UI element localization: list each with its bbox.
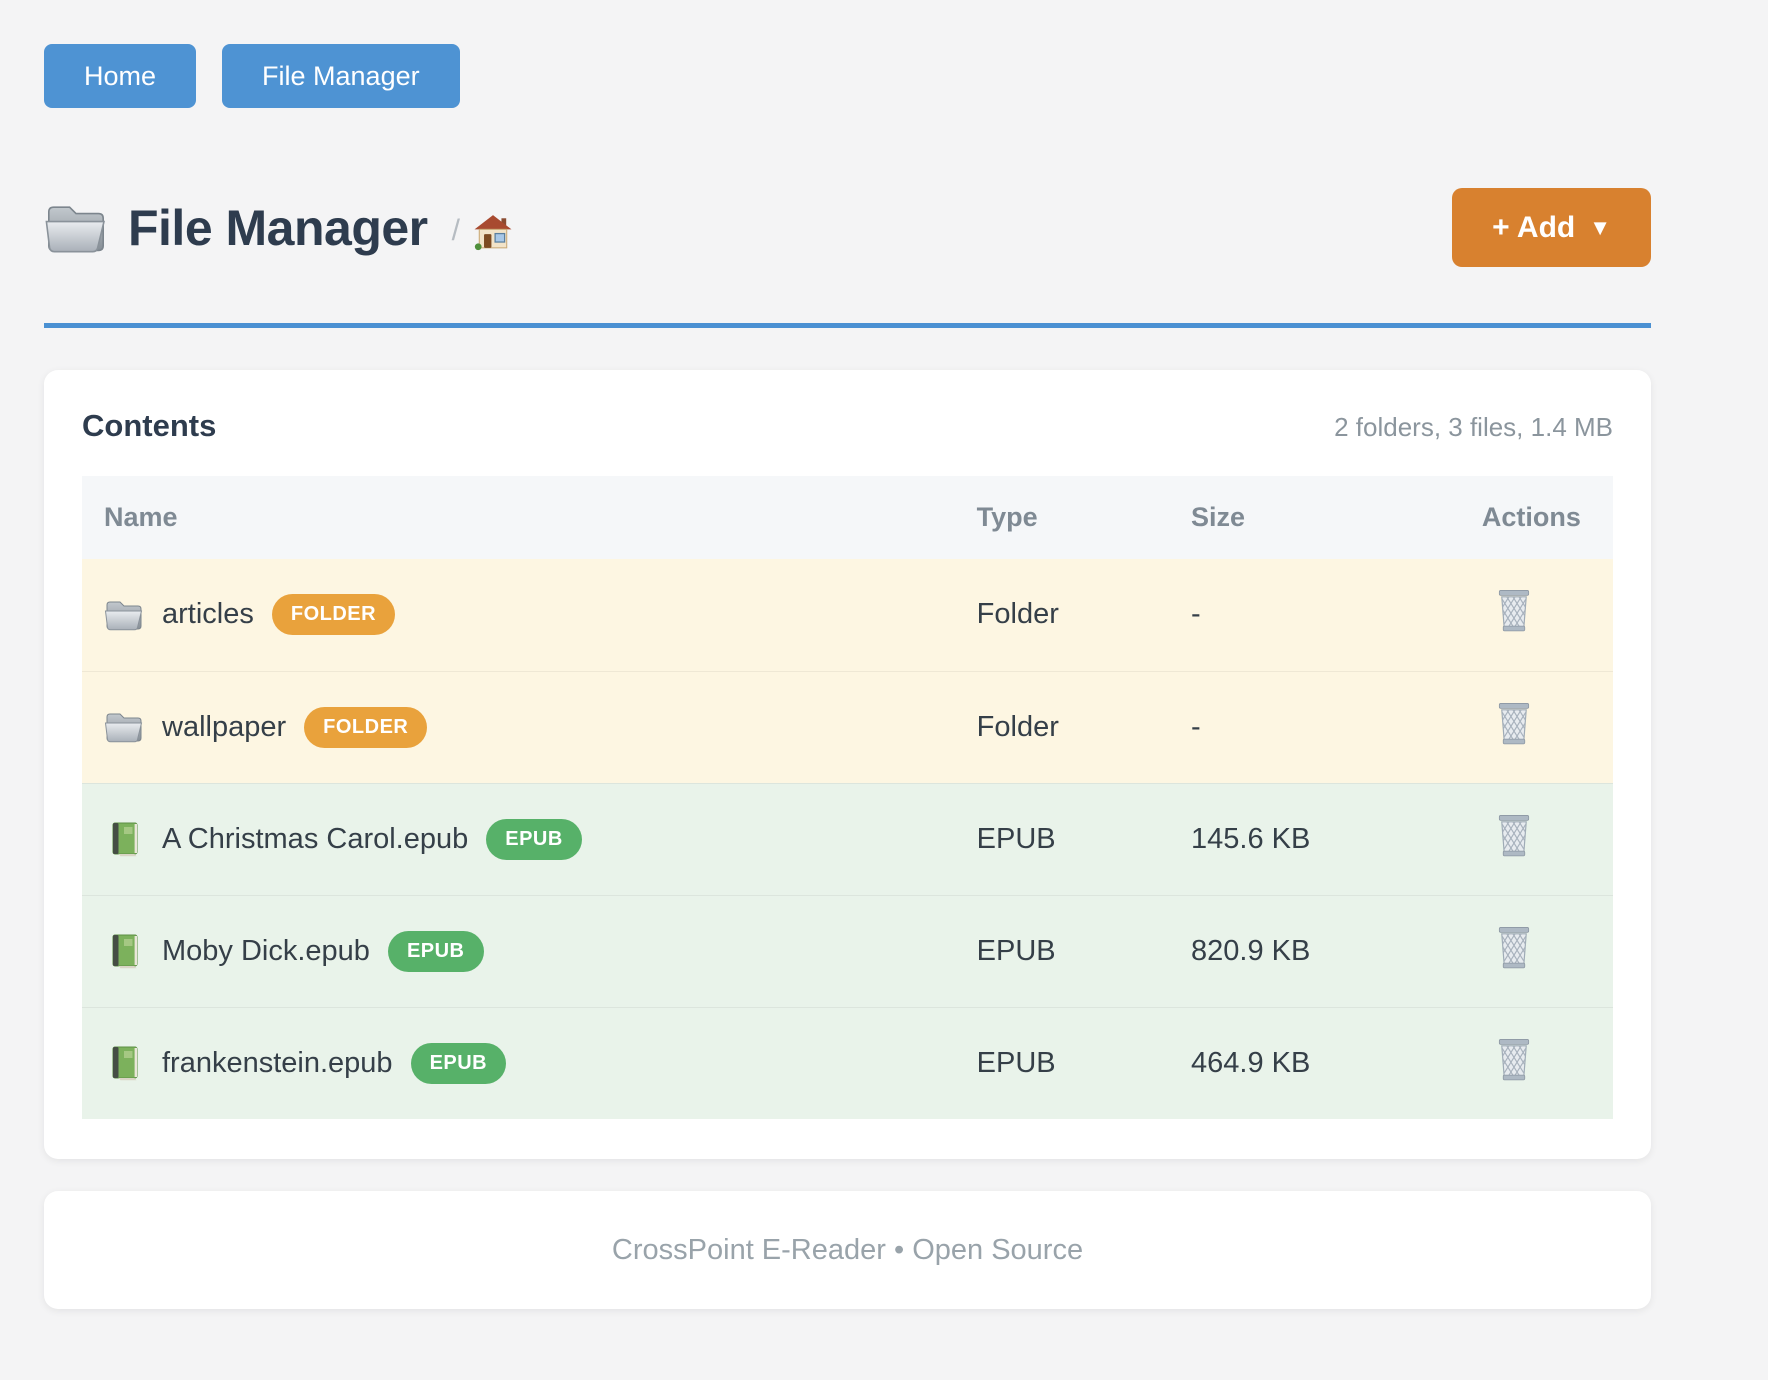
column-header-actions: Actions <box>1459 476 1613 559</box>
contents-card: Contents 2 folders, 3 files, 1.4 MB Name… <box>44 370 1651 1159</box>
delete-button[interactable] <box>1494 813 1534 858</box>
page: Home File Manager File Manager / + Add ▼… <box>44 0 1651 1309</box>
file-type: EPUB <box>954 1006 1169 1119</box>
table-header-row: Name Type Size Actions <box>82 476 1613 559</box>
file-name: wallpaper <box>162 710 287 743</box>
file-type: Folder <box>976 598 1059 631</box>
column-header-size: Size <box>1169 476 1460 559</box>
title-group: File Manager / <box>44 199 512 257</box>
page-title: File Manager <box>128 199 428 256</box>
column-header-type: Type <box>954 476 1169 559</box>
header-divider <box>44 323 1651 328</box>
delete-button[interactable] <box>1494 701 1534 746</box>
book-icon <box>104 932 144 970</box>
file-name: A Christmas Carol.epub <box>162 822 469 855</box>
folder-icon <box>44 200 108 256</box>
trash-icon <box>1494 1037 1534 1082</box>
file-size: - <box>1169 670 1460 783</box>
file-size: - <box>1191 598 1201 631</box>
file-type: EPUB <box>954 894 1169 1007</box>
add-button[interactable]: + Add ▼ <box>1452 188 1651 267</box>
add-button-label: + Add <box>1492 210 1576 244</box>
table-row[interactable]: wallpaper FOLDER Folder - <box>82 670 1613 783</box>
delete-button[interactable] <box>1494 925 1534 970</box>
contents-card-header: Contents 2 folders, 3 files, 1.4 MB <box>82 408 1613 444</box>
column-header-name: Name <box>82 476 955 559</box>
footer-text: CrossPoint E-Reader • Open Source <box>611 1233 1084 1266</box>
trash-icon <box>1494 925 1534 970</box>
file-name: Moby Dick.epub <box>162 934 370 967</box>
footer: CrossPoint E-Reader • Open Source <box>44 1191 1651 1309</box>
table-row[interactable]: articles FOLDER Folder - <box>82 559 1613 671</box>
trash-icon <box>1494 701 1534 746</box>
type-badge: EPUB <box>387 930 484 972</box>
contents-title: Contents <box>82 408 217 443</box>
type-badge: EPUB <box>486 818 582 860</box>
book-icon <box>104 1044 144 1082</box>
delete-button[interactable] <box>1494 588 1534 633</box>
folder-icon <box>104 708 144 746</box>
trash-icon <box>1494 588 1534 633</box>
page-header: File Manager / + Add ▼ <box>44 188 1651 267</box>
file-type: EPUB <box>954 782 1169 895</box>
nav-home-button[interactable]: Home <box>44 44 197 108</box>
house-icon[interactable] <box>474 213 512 251</box>
file-size: 145.6 KB <box>1169 782 1460 895</box>
delete-button[interactable] <box>1494 1037 1534 1082</box>
file-size: 464.9 KB <box>1169 1006 1460 1119</box>
nav-file-manager-button[interactable]: File Manager <box>222 44 460 108</box>
book-icon <box>104 820 144 858</box>
folder-icon <box>104 596 144 634</box>
contents-summary: 2 folders, 3 files, 1.4 MB <box>1334 412 1613 442</box>
chevron-down-icon: ▼ <box>1589 214 1611 240</box>
file-type: Folder <box>954 670 1169 783</box>
breadcrumb: / <box>451 213 460 247</box>
file-table: Name Type Size Actions articles FOLDER F… <box>82 476 1613 1119</box>
type-badge: FOLDER <box>271 594 396 636</box>
file-name: articles <box>162 598 254 631</box>
table-row[interactable]: Moby Dick.epub EPUB EPUB 820.9 KB <box>82 894 1613 1007</box>
table-row[interactable]: frankenstein.epub EPUB EPUB 464.9 KB <box>82 1006 1613 1119</box>
type-badge: EPUB <box>410 1042 507 1084</box>
trash-icon <box>1494 813 1534 858</box>
top-nav: Home File Manager <box>44 44 1651 108</box>
file-size: 820.9 KB <box>1169 894 1460 1007</box>
table-row[interactable]: A Christmas Carol.epub EPUB EPUB 145.6 K… <box>82 782 1613 895</box>
file-name: frankenstein.epub <box>162 1046 393 1079</box>
type-badge: FOLDER <box>304 706 428 748</box>
